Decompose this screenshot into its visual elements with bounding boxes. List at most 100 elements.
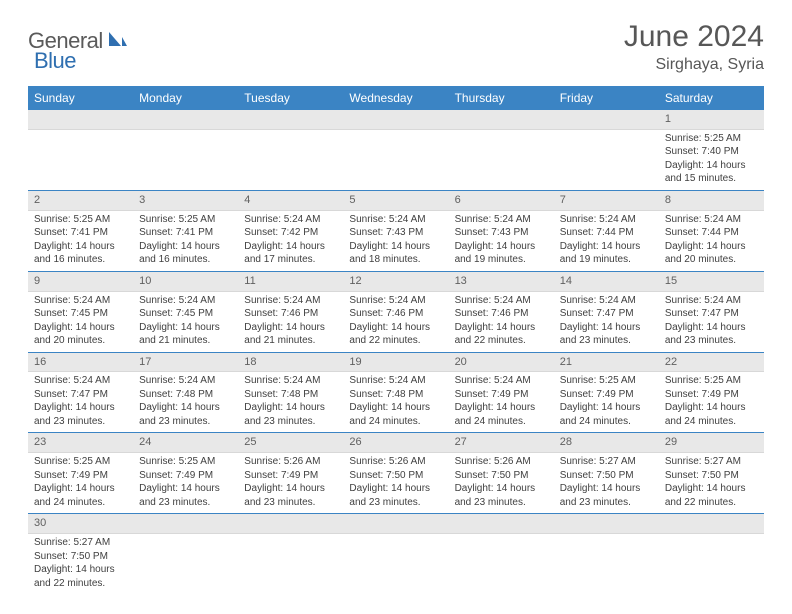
day-body: Sunrise: 5:25 AMSunset: 7:40 PMDaylight:… <box>659 130 764 190</box>
day-cell <box>554 514 659 594</box>
sunset-line: Sunset: 7:40 PM <box>665 145 758 159</box>
daylight-line-2: and 23 minutes. <box>244 496 337 510</box>
day-number: 27 <box>449 433 554 453</box>
day-number: 17 <box>133 353 238 373</box>
day-cell <box>449 110 554 190</box>
day-number-bar <box>343 110 448 130</box>
day-body: Sunrise: 5:24 AMSunset: 7:44 PMDaylight:… <box>554 211 659 271</box>
day-number-bar <box>238 514 343 534</box>
daylight-line-1: Daylight: 14 hours <box>455 482 548 496</box>
day-number: 19 <box>343 353 448 373</box>
sunset-line: Sunset: 7:48 PM <box>349 388 442 402</box>
day-body: Sunrise: 5:26 AMSunset: 7:50 PMDaylight:… <box>343 453 448 513</box>
dow-header: Monday <box>133 86 238 110</box>
day-body: Sunrise: 5:24 AMSunset: 7:43 PMDaylight:… <box>449 211 554 271</box>
day-number: 6 <box>449 191 554 211</box>
week-row: 2Sunrise: 5:25 AMSunset: 7:41 PMDaylight… <box>28 190 764 271</box>
day-body: Sunrise: 5:24 AMSunset: 7:43 PMDaylight:… <box>343 211 448 271</box>
daylight-line-1: Daylight: 14 hours <box>455 321 548 335</box>
daylight-line-1: Daylight: 14 hours <box>560 321 653 335</box>
sunset-line: Sunset: 7:50 PM <box>455 469 548 483</box>
brand-part2: Blue <box>34 48 76 73</box>
daylight-line-1: Daylight: 14 hours <box>349 482 442 496</box>
calendar-table: Sunday Monday Tuesday Wednesday Thursday… <box>28 86 764 594</box>
day-cell <box>554 110 659 190</box>
week-row: 9Sunrise: 5:24 AMSunset: 7:45 PMDaylight… <box>28 271 764 352</box>
day-cell: 4Sunrise: 5:24 AMSunset: 7:42 PMDaylight… <box>238 190 343 271</box>
daylight-line-2: and 23 minutes. <box>34 415 127 429</box>
daylight-line-2: and 20 minutes. <box>665 253 758 267</box>
daylight-line-1: Daylight: 14 hours <box>139 482 232 496</box>
daylight-line-1: Daylight: 14 hours <box>665 159 758 173</box>
daylight-line-2: and 21 minutes. <box>244 334 337 348</box>
day-body: Sunrise: 5:24 AMSunset: 7:49 PMDaylight:… <box>449 372 554 432</box>
dow-header: Wednesday <box>343 86 448 110</box>
day-cell: 22Sunrise: 5:25 AMSunset: 7:49 PMDayligh… <box>659 352 764 433</box>
sunset-line: Sunset: 7:45 PM <box>34 307 127 321</box>
day-number: 25 <box>238 433 343 453</box>
day-body: Sunrise: 5:27 AMSunset: 7:50 PMDaylight:… <box>659 453 764 513</box>
daylight-line-2: and 23 minutes. <box>349 496 442 510</box>
dow-header: Saturday <box>659 86 764 110</box>
day-number: 21 <box>554 353 659 373</box>
sunrise-line: Sunrise: 5:24 AM <box>349 294 442 308</box>
day-body: Sunrise: 5:27 AMSunset: 7:50 PMDaylight:… <box>554 453 659 513</box>
sunrise-line: Sunrise: 5:24 AM <box>244 213 337 227</box>
sunrise-line: Sunrise: 5:27 AM <box>34 536 127 550</box>
sunset-line: Sunset: 7:50 PM <box>349 469 442 483</box>
day-number-bar <box>133 110 238 130</box>
daylight-line-1: Daylight: 14 hours <box>560 482 653 496</box>
day-body: Sunrise: 5:24 AMSunset: 7:48 PMDaylight:… <box>343 372 448 432</box>
day-number-bar <box>238 110 343 130</box>
day-body: Sunrise: 5:25 AMSunset: 7:49 PMDaylight:… <box>659 372 764 432</box>
day-cell: 12Sunrise: 5:24 AMSunset: 7:46 PMDayligh… <box>343 271 448 352</box>
sunrise-line: Sunrise: 5:26 AM <box>455 455 548 469</box>
sunset-line: Sunset: 7:43 PM <box>455 226 548 240</box>
sunset-line: Sunset: 7:47 PM <box>560 307 653 321</box>
day-number: 28 <box>554 433 659 453</box>
week-row: 30Sunrise: 5:27 AMSunset: 7:50 PMDayligh… <box>28 514 764 594</box>
day-cell: 29Sunrise: 5:27 AMSunset: 7:50 PMDayligh… <box>659 433 764 514</box>
day-number: 7 <box>554 191 659 211</box>
day-cell <box>238 514 343 594</box>
daylight-line-1: Daylight: 14 hours <box>665 321 758 335</box>
sunset-line: Sunset: 7:49 PM <box>665 388 758 402</box>
daylight-line-1: Daylight: 14 hours <box>455 401 548 415</box>
daylight-line-2: and 16 minutes. <box>34 253 127 267</box>
calendar-body: 1Sunrise: 5:25 AMSunset: 7:40 PMDaylight… <box>28 110 764 594</box>
daylight-line-1: Daylight: 14 hours <box>349 240 442 254</box>
day-body: Sunrise: 5:24 AMSunset: 7:46 PMDaylight:… <box>343 292 448 352</box>
day-number: 8 <box>659 191 764 211</box>
day-cell: 19Sunrise: 5:24 AMSunset: 7:48 PMDayligh… <box>343 352 448 433</box>
week-row: 16Sunrise: 5:24 AMSunset: 7:47 PMDayligh… <box>28 352 764 433</box>
day-body: Sunrise: 5:25 AMSunset: 7:49 PMDaylight:… <box>28 453 133 513</box>
day-cell: 26Sunrise: 5:26 AMSunset: 7:50 PMDayligh… <box>343 433 448 514</box>
sunrise-line: Sunrise: 5:24 AM <box>349 374 442 388</box>
day-number: 14 <box>554 272 659 292</box>
daylight-line-2: and 20 minutes. <box>34 334 127 348</box>
sunrise-line: Sunrise: 5:25 AM <box>34 455 127 469</box>
week-row: 1Sunrise: 5:25 AMSunset: 7:40 PMDaylight… <box>28 110 764 190</box>
day-body: Sunrise: 5:26 AMSunset: 7:49 PMDaylight:… <box>238 453 343 513</box>
day-cell <box>238 110 343 190</box>
sunrise-line: Sunrise: 5:26 AM <box>244 455 337 469</box>
sunset-line: Sunset: 7:44 PM <box>665 226 758 240</box>
day-body: Sunrise: 5:25 AMSunset: 7:49 PMDaylight:… <box>133 453 238 513</box>
sunrise-line: Sunrise: 5:24 AM <box>34 374 127 388</box>
month-title: June 2024 <box>624 20 764 54</box>
sunrise-line: Sunrise: 5:25 AM <box>560 374 653 388</box>
sunset-line: Sunset: 7:43 PM <box>349 226 442 240</box>
daylight-line-1: Daylight: 14 hours <box>349 401 442 415</box>
daylight-line-1: Daylight: 14 hours <box>244 240 337 254</box>
daylight-line-2: and 24 minutes. <box>34 496 127 510</box>
dow-header: Friday <box>554 86 659 110</box>
day-body: Sunrise: 5:24 AMSunset: 7:45 PMDaylight:… <box>133 292 238 352</box>
sunset-line: Sunset: 7:49 PM <box>244 469 337 483</box>
sunset-line: Sunset: 7:44 PM <box>560 226 653 240</box>
day-body: Sunrise: 5:24 AMSunset: 7:47 PMDaylight:… <box>659 292 764 352</box>
daylight-line-1: Daylight: 14 hours <box>244 321 337 335</box>
sunrise-line: Sunrise: 5:24 AM <box>560 213 653 227</box>
daylight-line-2: and 23 minutes. <box>560 334 653 348</box>
day-cell <box>659 514 764 594</box>
sunset-line: Sunset: 7:46 PM <box>349 307 442 321</box>
